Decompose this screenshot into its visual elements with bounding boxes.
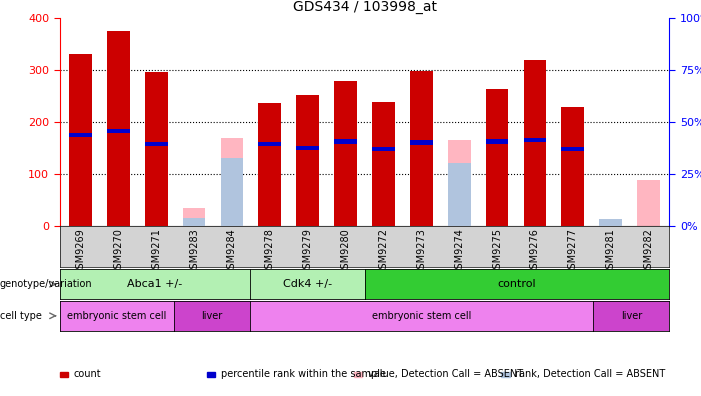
- Bar: [69, 54, 92, 226]
- Text: GSM9276: GSM9276: [530, 228, 540, 275]
- Text: liver: liver: [620, 311, 642, 321]
- Bar: [259, 103, 281, 226]
- Text: GSM9284: GSM9284: [227, 228, 237, 274]
- Bar: [334, 81, 357, 226]
- Bar: [145, 72, 168, 226]
- Bar: [448, 163, 470, 226]
- Bar: [183, 218, 205, 226]
- Text: GSM9269: GSM9269: [76, 228, 86, 274]
- Text: GSM9273: GSM9273: [416, 228, 426, 275]
- Text: value, Detection Call = ABSENT: value, Detection Call = ABSENT: [368, 369, 523, 379]
- Text: embryonic stem cell: embryonic stem cell: [67, 311, 166, 321]
- Bar: [410, 71, 433, 226]
- Bar: [599, 219, 622, 226]
- Text: GSM9282: GSM9282: [644, 228, 653, 275]
- Bar: [524, 61, 546, 226]
- Text: Cdk4 +/-: Cdk4 +/-: [283, 279, 332, 289]
- Bar: [183, 208, 205, 226]
- Text: GSM9281: GSM9281: [606, 228, 615, 274]
- Bar: [486, 89, 508, 226]
- Bar: [562, 147, 584, 151]
- Bar: [107, 31, 130, 226]
- Text: GSM9271: GSM9271: [151, 228, 161, 275]
- Bar: [410, 141, 433, 145]
- Bar: [69, 133, 92, 137]
- Text: percentile rank within the sample: percentile rank within the sample: [221, 369, 386, 379]
- Text: count: count: [74, 369, 101, 379]
- Text: GSM9280: GSM9280: [341, 228, 350, 274]
- Text: genotype/variation: genotype/variation: [0, 279, 93, 289]
- Bar: [562, 107, 584, 226]
- Text: control: control: [498, 279, 536, 289]
- Bar: [145, 141, 168, 146]
- Text: GSM9272: GSM9272: [379, 228, 388, 275]
- Bar: [486, 139, 508, 144]
- Bar: [107, 129, 130, 133]
- Bar: [448, 140, 470, 226]
- Text: GSM9275: GSM9275: [492, 228, 502, 275]
- Bar: [221, 138, 243, 226]
- Bar: [334, 139, 357, 144]
- Bar: [372, 147, 395, 151]
- Title: GDS434 / 103998_at: GDS434 / 103998_at: [292, 0, 437, 14]
- Text: GSM9278: GSM9278: [265, 228, 275, 275]
- Bar: [297, 146, 319, 150]
- Text: GSM9274: GSM9274: [454, 228, 464, 275]
- Text: liver: liver: [201, 311, 223, 321]
- Bar: [221, 158, 243, 226]
- Bar: [372, 102, 395, 226]
- Text: rank, Detection Call = ABSENT: rank, Detection Call = ABSENT: [515, 369, 665, 379]
- Text: GSM9279: GSM9279: [303, 228, 313, 275]
- Text: GSM9277: GSM9277: [568, 228, 578, 275]
- Bar: [297, 95, 319, 226]
- Bar: [637, 180, 660, 226]
- Text: Abca1 +/-: Abca1 +/-: [128, 279, 182, 289]
- Text: cell type: cell type: [0, 311, 42, 321]
- Text: GSM9270: GSM9270: [114, 228, 123, 275]
- Text: GSM9283: GSM9283: [189, 228, 199, 274]
- Text: embryonic stem cell: embryonic stem cell: [372, 311, 471, 321]
- Bar: [524, 138, 546, 142]
- Bar: [259, 141, 281, 146]
